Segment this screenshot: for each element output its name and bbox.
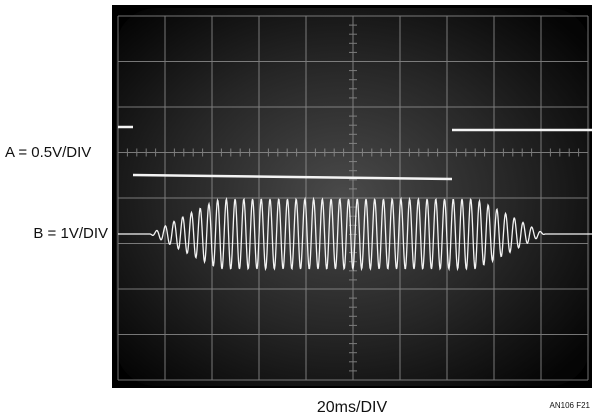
graticule <box>117 15 589 381</box>
channel-b-label: B = 1V/DIV <box>33 225 108 242</box>
channel-a-label: A = 0.5V/DIV <box>5 144 91 161</box>
trace-b <box>118 196 592 272</box>
trace-a <box>132 173 453 181</box>
traces <box>118 125 592 272</box>
timebase-label: 20ms/DIV <box>317 399 388 416</box>
figure-id: AN106 F21 <box>550 401 591 410</box>
